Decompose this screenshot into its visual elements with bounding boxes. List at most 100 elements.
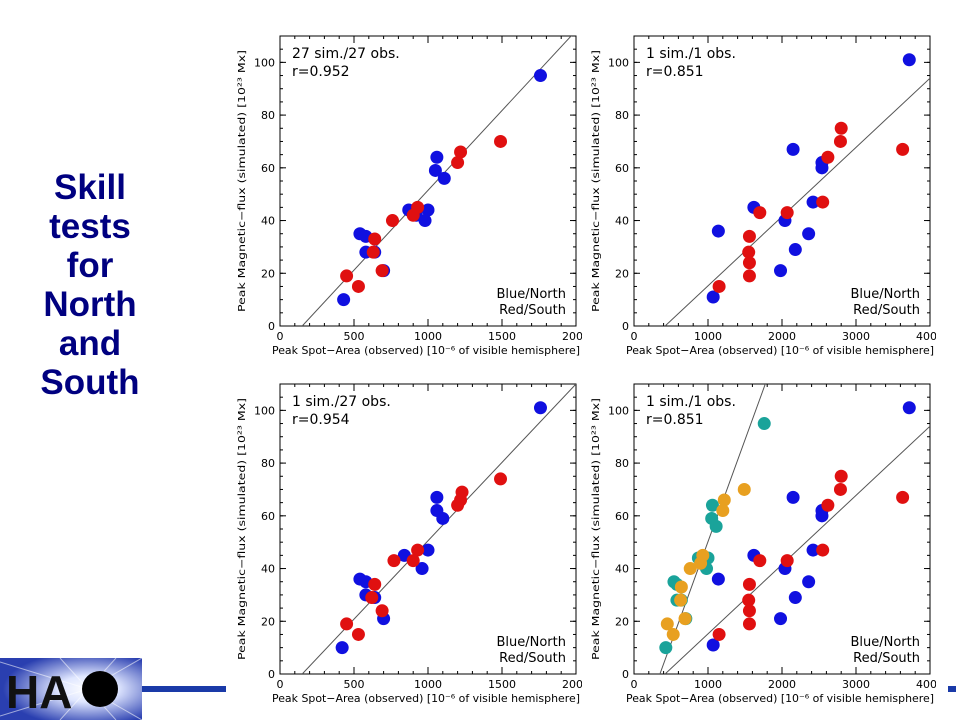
annotation-correlation: r=0.952: [292, 64, 350, 80]
data-point: [411, 200, 425, 214]
x-tick-label: 1000: [414, 678, 442, 691]
data-point: [834, 121, 848, 135]
data-point: [533, 69, 547, 83]
data-point: [674, 593, 688, 607]
data-point: [753, 206, 767, 220]
y-tick-label: 100: [608, 56, 629, 69]
y-tick-label: 100: [254, 404, 275, 417]
y-tick-label: 80: [261, 109, 275, 122]
y-tick-label: 20: [615, 615, 629, 628]
y-tick-label: 60: [261, 162, 275, 175]
title-line: for: [66, 246, 114, 285]
corner-mark: [948, 686, 956, 692]
data-point: [821, 150, 835, 164]
scatter-plot-top-left: 0204060801000500100015002000Peak Spot−Ar…: [237, 35, 582, 357]
y-tick-label: 20: [261, 267, 275, 280]
plot-area: [301, 384, 576, 674]
x-tick-label: 1500: [488, 330, 516, 343]
fit-line: [664, 77, 930, 326]
data-point: [788, 591, 802, 605]
annotation-correlation: r=0.851: [646, 64, 704, 80]
x-axis-label: Peak Spot−Area (observed) [10⁻⁶ of visib…: [272, 692, 580, 705]
x-tick-label: 3000: [842, 330, 870, 343]
hao-logo: HA: [0, 658, 142, 720]
data-point: [788, 243, 802, 257]
data-point: [716, 504, 730, 518]
data-point: [421, 543, 435, 557]
data-point: [451, 156, 465, 170]
y-axis-label: Peak Magnetic−flux (simulated) [10²³ Mx]: [591, 398, 602, 660]
data-point: [335, 641, 349, 655]
x-tick-label: 2000: [562, 330, 582, 343]
plot-area: [301, 36, 572, 326]
data-point: [742, 269, 756, 283]
logo-text: HA: [6, 666, 72, 718]
legend-south: Red/South: [853, 303, 920, 318]
data-point: [659, 641, 673, 655]
data-point: [337, 293, 351, 307]
y-tick-label: 40: [261, 563, 275, 576]
y-tick-label: 60: [615, 510, 629, 523]
data-point: [494, 472, 508, 486]
y-tick-label: 40: [615, 563, 629, 576]
x-tick-label: 0: [631, 330, 638, 343]
plot-area: [664, 53, 930, 326]
y-tick-label: 80: [615, 457, 629, 470]
data-point: [816, 543, 830, 557]
slide-title: Skill tests for North and South: [20, 168, 160, 402]
x-axis-label: Peak Spot−Area (observed) [10⁻⁶ of visib…: [626, 344, 934, 357]
data-point: [802, 575, 816, 589]
scatter-plot-bottom-left: 0204060801000500100015002000Peak Spot−Ar…: [237, 383, 582, 705]
data-point: [436, 511, 450, 525]
y-axis-label: Peak Magnetic−flux (simulated) [10²³ Mx]: [237, 398, 248, 660]
data-point: [351, 627, 365, 641]
data-point: [375, 264, 389, 278]
data-point: [742, 229, 756, 243]
annotation-correlation: r=0.954: [292, 412, 350, 428]
data-point: [711, 224, 725, 238]
y-tick-label: 20: [615, 267, 629, 280]
data-point: [705, 498, 719, 512]
data-point: [411, 543, 425, 557]
title-line: and: [58, 324, 122, 363]
data-point: [494, 134, 508, 148]
data-point: [902, 53, 916, 67]
data-point: [742, 593, 756, 607]
x-axis-label: Peak Spot−Area (observed) [10⁻⁶ of visib…: [626, 692, 934, 705]
title-line: tests: [49, 207, 131, 246]
data-point: [387, 554, 401, 568]
fit-line: [664, 425, 930, 674]
y-tick-label: 40: [261, 215, 275, 228]
data-point: [737, 482, 751, 496]
x-tick-label: 0: [277, 330, 284, 343]
x-tick-label: 500: [344, 678, 365, 691]
data-point: [368, 232, 382, 246]
plot-area: [659, 384, 930, 674]
legend-south: Red/South: [499, 651, 566, 666]
data-point: [660, 617, 674, 631]
title-line: Skill: [54, 168, 126, 207]
x-tick-label: 4000: [916, 678, 936, 691]
data-point: [705, 511, 719, 525]
data-point: [833, 134, 847, 148]
y-tick-label: 0: [268, 668, 275, 681]
annotation-runs: 1 sim./1 obs.: [646, 394, 736, 410]
y-tick-label: 60: [615, 162, 629, 175]
data-point: [706, 638, 720, 652]
data-point: [742, 256, 756, 270]
y-tick-label: 20: [261, 615, 275, 628]
data-point: [712, 279, 726, 293]
x-tick-label: 4000: [916, 330, 936, 343]
data-point: [786, 142, 800, 156]
title-line: South: [40, 363, 140, 402]
legend-north: Blue/North: [496, 287, 566, 302]
scatter-plot-top-right: 02040608010001000200030004000Peak Spot−A…: [591, 35, 936, 357]
x-tick-label: 1000: [414, 330, 442, 343]
data-point: [674, 580, 688, 594]
annotation-runs: 27 sim./27 obs.: [292, 46, 400, 62]
y-tick-label: 100: [254, 56, 275, 69]
title-line: North: [43, 285, 137, 324]
logo-sun-icon: [82, 671, 118, 707]
y-tick-label: 80: [615, 109, 629, 122]
x-tick-label: 1000: [694, 678, 722, 691]
